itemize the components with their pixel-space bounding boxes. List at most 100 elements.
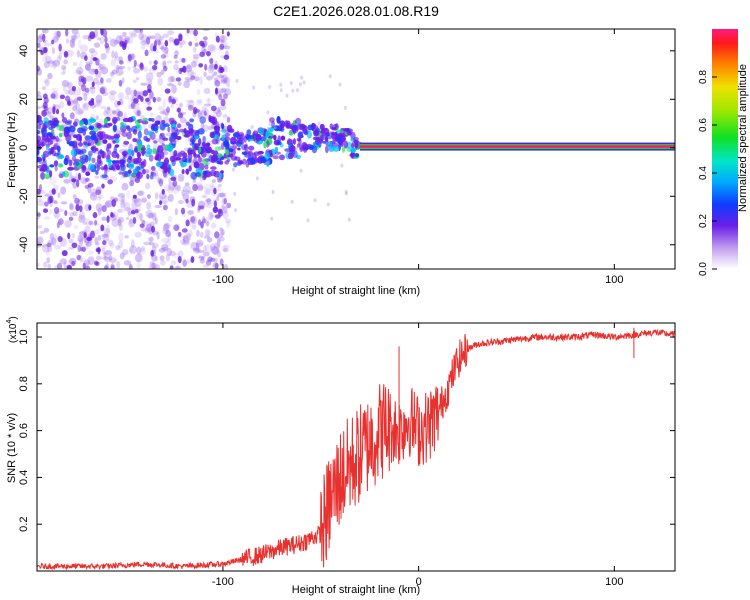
spectrogram-noise-blob [182, 240, 191, 246]
spectrogram-noise-blob [197, 249, 205, 253]
spectrogram-noise-blob [163, 184, 171, 191]
svg-text:(x104): (x104) [6, 316, 19, 343]
spectrogram-noise-blob [167, 76, 174, 83]
spectrogram-noise-blob [213, 257, 218, 263]
spectrogram-noise-blob [290, 199, 294, 204]
spectrogram-noise-blob [151, 172, 159, 180]
spectrogram-noise-blob [123, 201, 131, 211]
spectrogram-noise-blob [160, 45, 165, 52]
spectrogram-signal-blob [79, 246, 84, 252]
spectrogram-noise-blob [135, 110, 142, 117]
spectrogram-band-blob [63, 157, 69, 166]
spectrogram-noise-blob [43, 79, 49, 84]
spectrogram-noise-blob [62, 84, 67, 92]
spectrogram-noise-blob [123, 260, 132, 266]
spectrogram-signal-blob [133, 59, 137, 67]
spectrogram-signal-blob [40, 50, 44, 56]
spectrogram-noise-blob [177, 199, 184, 205]
spectrogram-signal-blob [37, 65, 41, 72]
spectrogram-noise-blob [161, 237, 170, 244]
spectrogram-band-blob [273, 134, 277, 141]
spectrogram-signal-blob [194, 108, 200, 113]
spectrogram-noise-blob [46, 60, 50, 65]
spectrogram-noise-blob [167, 233, 172, 242]
spectrogram-band-blob [175, 128, 180, 136]
spectrogram-band-blob [189, 118, 195, 123]
spectrogram-signal-blob [134, 209, 139, 214]
spectrogram-signal-blob [197, 205, 201, 211]
spectrogram-noise-blob [183, 80, 191, 89]
spectrogram-signal-blob [177, 256, 182, 264]
spectrogram-noise-blob [163, 151, 169, 156]
spectrogram-signal-blob [173, 54, 178, 59]
spectrogram-band-blob [89, 118, 97, 123]
spectrogram-signal-blob [144, 49, 149, 57]
spectrogram-noise-blob [126, 216, 130, 221]
spectrogram-band-blob [45, 146, 50, 151]
spectrogram-band-blob [188, 158, 192, 163]
spectrogram-signal-blob [50, 93, 56, 99]
spectrogram-signal-blob [99, 87, 106, 94]
spectrogram-noise-blob [119, 199, 127, 204]
spectrogram-noise-blob [211, 178, 216, 184]
spectrogram-band-blob [84, 135, 92, 141]
spectrogram-noise-blob [128, 248, 133, 253]
spectrogram-signal-blob [177, 231, 182, 237]
spectrogram-noise-blob [41, 86, 47, 90]
spectrogram-noise-blob [96, 241, 100, 247]
snr-x-axis: -100 0 100 [212, 323, 624, 588]
spectrogram-signal-blob [153, 60, 158, 66]
spectrogram-band-blob [322, 140, 326, 144]
spectrogram-noise-blob [159, 46, 168, 51]
spectrogram-signal-blob [83, 232, 87, 238]
spectrogram-noise-blob [100, 245, 107, 250]
spectrogram-noise-blob [271, 189, 275, 194]
spectrogram-band-blob [97, 150, 102, 158]
spectrogram-noise-blob [145, 182, 151, 190]
spectrogram-signal-blob [43, 46, 48, 54]
spectrogram-noise-blob [226, 83, 231, 88]
spectrogram-band-blob [319, 123, 325, 131]
spectrogram-signal-blob [172, 180, 178, 187]
spectrogram-noise-blob [149, 48, 154, 54]
spectrogram-noise-blob [146, 223, 153, 233]
spectrogram-noise-blob [218, 236, 225, 242]
spectrogram-noise-blob [140, 34, 148, 44]
spectrogram-band-blob [133, 158, 139, 163]
spectrogram-noise-blob [111, 50, 115, 59]
spectrogram-signal-blob [42, 93, 48, 100]
spectrogram-noise-blob [166, 60, 173, 64]
spectrogram-noise-blob [37, 236, 44, 245]
spectrogram-signal-blob [168, 95, 172, 103]
spectrogram-band-blob [146, 173, 150, 180]
spectrogram-noise-blob [101, 91, 109, 97]
spectrogram-noise-blob [216, 195, 220, 202]
spectrogram-band-blob [87, 155, 91, 162]
spectrogram-band-blob [40, 171, 46, 180]
spectrogram-signal-blob [203, 36, 208, 41]
spectrogram-band-blob [127, 148, 133, 156]
spectrogram-noise-blob [204, 244, 213, 253]
spectrogram-noise-blob [45, 43, 53, 47]
spectrogram-signal-blob [146, 106, 152, 111]
spectrogram-noise-blob [192, 221, 197, 229]
spectrogram-noise-blob [149, 261, 155, 265]
spectrogram-noise-blob [192, 46, 197, 53]
spectrogram-noise-blob [121, 195, 125, 203]
spectrogram-band-blob [194, 172, 202, 178]
spectrogram-noise-blob [126, 190, 131, 200]
spectrogram-noise-blob [203, 103, 212, 107]
spectrogram-band-blob [296, 143, 301, 148]
spectrogram-band-blob [228, 128, 235, 133]
spectrogram-noise-blob [93, 228, 102, 234]
spectrogram-signal-blob [48, 195, 54, 204]
spectrogram-noise-blob [216, 237, 221, 244]
spectrogram-noise-blob [64, 220, 72, 228]
spectrogram-noise-blob [200, 231, 204, 238]
spectrogram-noise-blob [204, 201, 210, 207]
spectrogram-noise-blob [196, 100, 203, 106]
snr-y-tick-label: 0.4 [18, 470, 30, 485]
spectrogram-band-blob [160, 164, 167, 170]
spectrogram-noise-blob [210, 243, 216, 252]
spectrogram-band-blob [246, 129, 252, 136]
